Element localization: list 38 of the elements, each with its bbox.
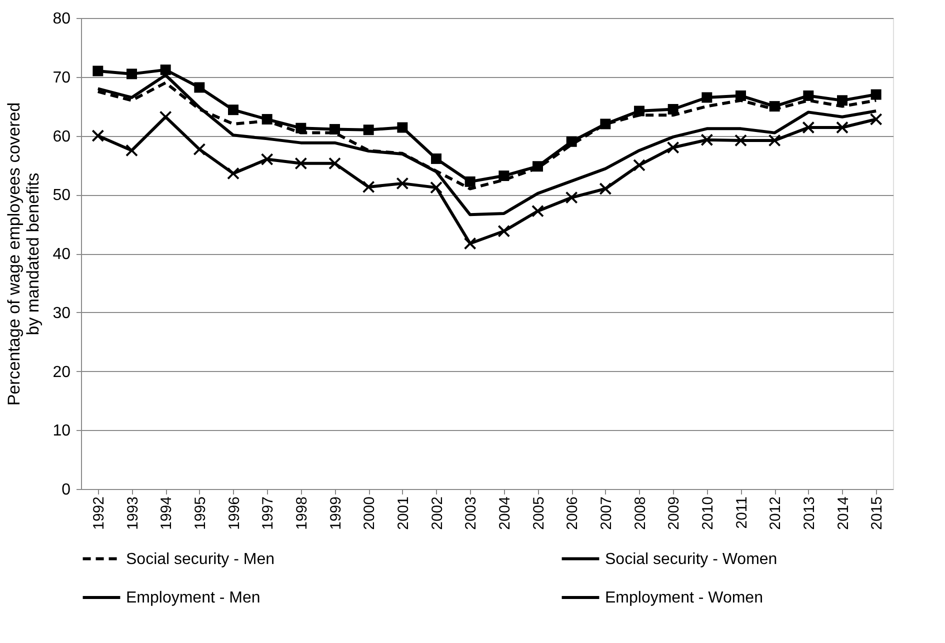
x-tick-label: 2005 — [530, 496, 548, 530]
x-tick-label: 2007 — [598, 496, 615, 530]
x-tick-label: 2006 — [564, 496, 582, 530]
y-tick-label: 0 — [62, 482, 71, 498]
x-tick-label: 2009 — [666, 496, 683, 530]
x-tick-label: 1993 — [124, 496, 142, 530]
x-tick-label: 2003 — [462, 496, 480, 530]
x-tick-label: 2013 — [800, 496, 818, 530]
x-tick-label: 2015 — [868, 496, 886, 530]
x-tick-label: 2001 — [394, 496, 412, 530]
y-tick-label: 20 — [52, 364, 71, 381]
y-tick-label: 50 — [52, 187, 71, 204]
legend-label: Social security - Women — [605, 550, 778, 568]
y-tick-label: 70 — [52, 69, 71, 86]
x-tick-label: 1994 — [158, 496, 176, 530]
x-tick-label: 2014 — [834, 496, 852, 530]
x-tick-label: 1995 — [192, 496, 209, 530]
x-tick-label: 2004 — [496, 496, 514, 530]
y-tick-label: 30 — [52, 304, 71, 322]
x-tick-label: 2011 — [733, 496, 750, 529]
y-tick-label: 80 — [52, 10, 71, 28]
x-tick-label: 1999 — [327, 496, 344, 530]
y-tick-label: 10 — [52, 422, 71, 440]
legend-label: Social security - Men — [126, 550, 274, 568]
legend-label: Employment - Men — [126, 590, 260, 606]
legend-label: Employment - Women — [605, 590, 763, 606]
y-tick-label: 60 — [52, 128, 71, 146]
x-tick-label: 2012 — [767, 496, 784, 530]
x-tick-label: 2010 — [699, 496, 716, 530]
x-tick-label: 2008 — [632, 496, 649, 530]
x-tick-label: 1997 — [260, 496, 277, 530]
x-tick-label: 2000 — [361, 496, 378, 530]
y-tick-label: 40 — [52, 246, 71, 263]
x-tick-label: 2002 — [428, 496, 446, 530]
x-tick-label: 1992 — [90, 496, 108, 530]
x-tick-label: 1996 — [226, 496, 243, 530]
y-axis-title: Percentage of wage employees covered by mandated benefits — [4, 102, 43, 406]
x-tick-label: 1998 — [293, 496, 310, 530]
